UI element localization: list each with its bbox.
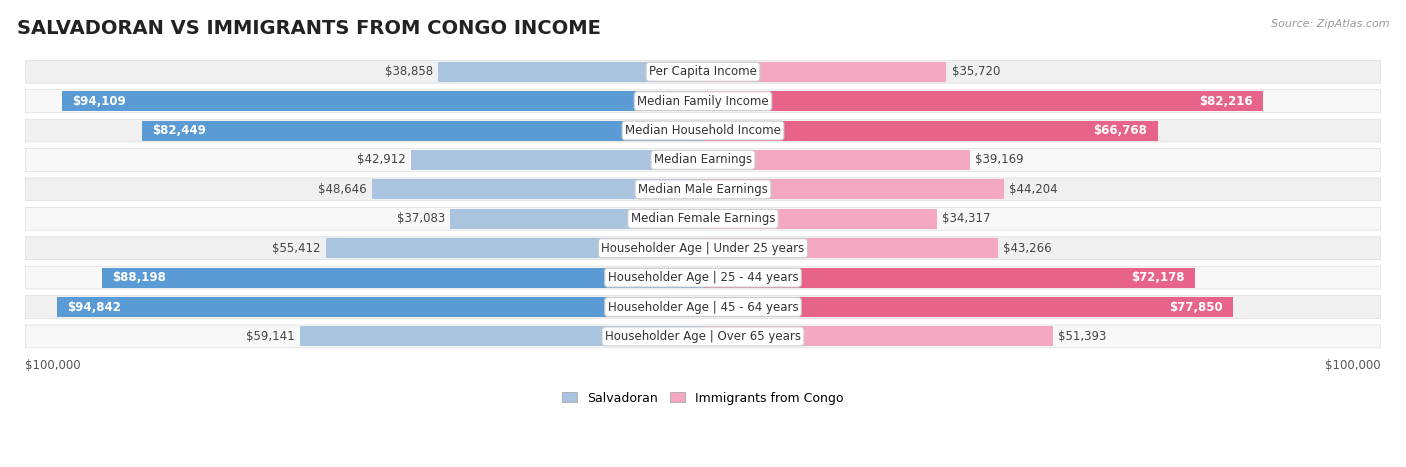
- Text: Householder Age | 25 - 44 years: Householder Age | 25 - 44 years: [607, 271, 799, 284]
- FancyBboxPatch shape: [25, 90, 1381, 113]
- FancyBboxPatch shape: [25, 266, 1381, 289]
- Bar: [703, 179, 1004, 199]
- Text: $82,216: $82,216: [1199, 95, 1253, 108]
- Bar: [450, 209, 703, 229]
- Text: $39,169: $39,169: [976, 154, 1024, 166]
- Bar: [703, 268, 1195, 288]
- FancyBboxPatch shape: [25, 296, 1381, 318]
- Text: $100,000: $100,000: [1324, 359, 1381, 372]
- FancyBboxPatch shape: [25, 325, 1381, 348]
- Bar: [703, 238, 998, 258]
- Bar: [326, 238, 703, 258]
- Bar: [703, 209, 936, 229]
- Text: $42,912: $42,912: [357, 154, 405, 166]
- Text: $59,141: $59,141: [246, 330, 295, 343]
- Bar: [439, 62, 703, 82]
- Text: $37,083: $37,083: [396, 212, 446, 225]
- Text: $94,109: $94,109: [72, 95, 127, 108]
- Text: $34,317: $34,317: [942, 212, 991, 225]
- Bar: [62, 91, 703, 111]
- Text: $72,178: $72,178: [1130, 271, 1184, 284]
- Text: Median Household Income: Median Household Income: [626, 124, 780, 137]
- Text: Householder Age | 45 - 64 years: Householder Age | 45 - 64 years: [607, 300, 799, 313]
- FancyBboxPatch shape: [25, 207, 1381, 230]
- Text: $66,768: $66,768: [1094, 124, 1147, 137]
- Text: $82,449: $82,449: [152, 124, 205, 137]
- Text: Householder Age | Under 25 years: Householder Age | Under 25 years: [602, 242, 804, 255]
- Text: $43,266: $43,266: [1002, 242, 1052, 255]
- Text: Householder Age | Over 65 years: Householder Age | Over 65 years: [605, 330, 801, 343]
- FancyBboxPatch shape: [25, 237, 1381, 260]
- Legend: Salvadoran, Immigrants from Congo: Salvadoran, Immigrants from Congo: [557, 387, 849, 410]
- FancyBboxPatch shape: [25, 60, 1381, 83]
- Text: $94,842: $94,842: [67, 300, 121, 313]
- Bar: [411, 150, 703, 170]
- Text: SALVADORAN VS IMMIGRANTS FROM CONGO INCOME: SALVADORAN VS IMMIGRANTS FROM CONGO INCO…: [17, 19, 600, 38]
- Text: Median Earnings: Median Earnings: [654, 154, 752, 166]
- Bar: [58, 297, 703, 317]
- Text: $44,204: $44,204: [1010, 183, 1059, 196]
- Text: $77,850: $77,850: [1170, 300, 1223, 313]
- Bar: [371, 179, 703, 199]
- Text: $100,000: $100,000: [25, 359, 82, 372]
- Bar: [103, 268, 703, 288]
- Bar: [142, 120, 703, 141]
- FancyBboxPatch shape: [25, 119, 1381, 142]
- Text: $51,393: $51,393: [1059, 330, 1107, 343]
- Text: $88,198: $88,198: [112, 271, 166, 284]
- Text: $35,720: $35,720: [952, 65, 1000, 78]
- Bar: [703, 326, 1053, 347]
- Bar: [703, 297, 1233, 317]
- Text: Per Capita Income: Per Capita Income: [650, 65, 756, 78]
- Text: $38,858: $38,858: [385, 65, 433, 78]
- Bar: [703, 62, 946, 82]
- Bar: [703, 150, 970, 170]
- Bar: [703, 120, 1157, 141]
- Text: Source: ZipAtlas.com: Source: ZipAtlas.com: [1271, 19, 1389, 28]
- Text: Median Male Earnings: Median Male Earnings: [638, 183, 768, 196]
- Text: Median Family Income: Median Family Income: [637, 95, 769, 108]
- FancyBboxPatch shape: [25, 178, 1381, 201]
- Bar: [301, 326, 703, 347]
- Text: Median Female Earnings: Median Female Earnings: [631, 212, 775, 225]
- Bar: [703, 91, 1263, 111]
- Text: $48,646: $48,646: [318, 183, 367, 196]
- FancyBboxPatch shape: [25, 149, 1381, 171]
- Text: $55,412: $55,412: [271, 242, 321, 255]
